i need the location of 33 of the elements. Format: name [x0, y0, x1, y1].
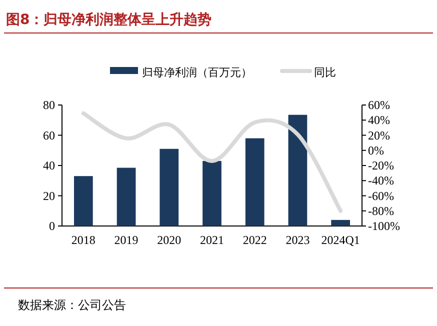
- x-tick-label: 2019: [114, 233, 138, 247]
- y-tick-label: 80: [43, 98, 55, 112]
- x-tick-label: 2023: [286, 233, 310, 247]
- y-tick-label: 0: [49, 219, 55, 233]
- bar: [202, 160, 222, 226]
- y2-tick-label: -100%: [368, 219, 400, 233]
- y-tick-label: 60: [43, 128, 55, 142]
- bar: [288, 114, 308, 226]
- x-tick-label: 2020: [157, 233, 182, 247]
- y2-tick-label: 40%: [368, 113, 390, 128]
- y-tick-label: 40: [43, 158, 55, 172]
- chart-title: 图8：归母净利润整体呈上升趋势: [6, 11, 212, 28]
- y-tick-label: 20: [43, 188, 55, 203]
- x-tick-label: 2021: [200, 233, 224, 247]
- bar: [116, 168, 136, 226]
- y2-tick-label: 0%: [368, 143, 384, 158]
- bar: [331, 220, 350, 226]
- x-tick-label: 2022: [242, 233, 267, 247]
- x-tick-label: 2018: [71, 233, 96, 247]
- x-tick-label: 2024Q1: [321, 233, 360, 247]
- y2-tick-label: -60%: [368, 188, 394, 203]
- bar: [74, 176, 93, 226]
- bar: [160, 148, 179, 226]
- y2-tick-label: -20%: [368, 158, 394, 172]
- source-note: 数据来源：公司公告: [18, 298, 126, 312]
- bar: [245, 138, 264, 226]
- legend-label: 归母净利润（百万元）: [142, 66, 252, 79]
- y2-tick-label: -40%: [368, 174, 394, 188]
- y2-tick-label: 60%: [368, 98, 390, 112]
- y2-tick-label: 20%: [368, 128, 390, 142]
- legend-label: 同比: [314, 66, 336, 79]
- line-series: [81, 111, 343, 213]
- y2-tick-label: -80%: [368, 204, 394, 218]
